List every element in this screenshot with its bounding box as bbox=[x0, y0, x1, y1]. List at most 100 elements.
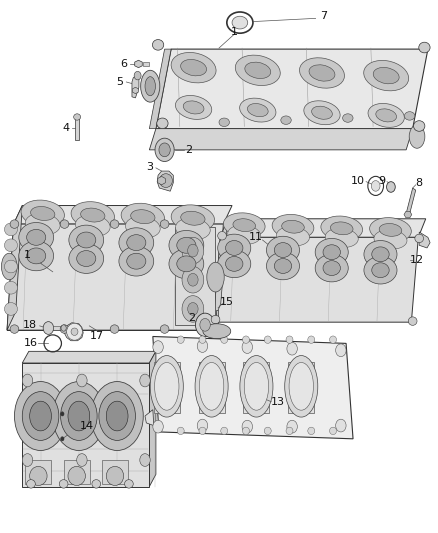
Ellipse shape bbox=[197, 419, 208, 432]
Ellipse shape bbox=[180, 60, 207, 76]
Ellipse shape bbox=[364, 256, 397, 284]
Ellipse shape bbox=[372, 263, 389, 278]
Ellipse shape bbox=[155, 138, 174, 161]
Ellipse shape bbox=[343, 114, 353, 122]
Ellipse shape bbox=[177, 256, 196, 272]
Ellipse shape bbox=[379, 223, 402, 236]
Ellipse shape bbox=[282, 220, 304, 233]
Ellipse shape bbox=[221, 336, 228, 343]
Ellipse shape bbox=[4, 223, 18, 236]
Ellipse shape bbox=[228, 225, 261, 244]
Ellipse shape bbox=[368, 103, 404, 127]
Polygon shape bbox=[135, 60, 142, 68]
Polygon shape bbox=[7, 206, 22, 330]
Ellipse shape bbox=[199, 336, 206, 343]
FancyBboxPatch shape bbox=[53, 326, 64, 329]
Ellipse shape bbox=[59, 480, 68, 488]
Ellipse shape bbox=[30, 466, 47, 486]
Ellipse shape bbox=[110, 220, 119, 228]
Text: 15: 15 bbox=[220, 297, 234, 307]
Ellipse shape bbox=[150, 356, 184, 417]
Ellipse shape bbox=[182, 296, 204, 322]
Ellipse shape bbox=[187, 273, 198, 286]
Ellipse shape bbox=[233, 219, 255, 231]
Text: 2: 2 bbox=[185, 145, 192, 155]
Ellipse shape bbox=[169, 230, 204, 260]
Text: 8: 8 bbox=[415, 177, 422, 188]
Ellipse shape bbox=[329, 427, 336, 434]
Ellipse shape bbox=[323, 261, 340, 276]
Ellipse shape bbox=[374, 230, 407, 249]
Ellipse shape bbox=[373, 68, 399, 84]
Ellipse shape bbox=[264, 336, 271, 343]
Ellipse shape bbox=[4, 260, 18, 273]
Ellipse shape bbox=[415, 234, 424, 243]
Ellipse shape bbox=[43, 321, 53, 334]
Ellipse shape bbox=[364, 60, 409, 91]
Ellipse shape bbox=[69, 225, 104, 255]
Polygon shape bbox=[220, 219, 426, 237]
Ellipse shape bbox=[171, 205, 215, 232]
Ellipse shape bbox=[127, 253, 146, 269]
Ellipse shape bbox=[242, 420, 253, 433]
Ellipse shape bbox=[106, 401, 128, 431]
Ellipse shape bbox=[336, 344, 346, 357]
Ellipse shape bbox=[30, 401, 51, 431]
Ellipse shape bbox=[408, 317, 417, 325]
Polygon shape bbox=[156, 49, 428, 128]
Ellipse shape bbox=[315, 238, 348, 266]
Ellipse shape bbox=[71, 201, 114, 229]
Ellipse shape bbox=[19, 241, 53, 271]
Ellipse shape bbox=[182, 266, 204, 293]
Ellipse shape bbox=[181, 211, 205, 225]
Ellipse shape bbox=[77, 251, 96, 266]
Ellipse shape bbox=[197, 340, 208, 352]
Ellipse shape bbox=[124, 480, 133, 488]
Ellipse shape bbox=[329, 336, 336, 343]
Text: 16: 16 bbox=[24, 338, 38, 349]
Ellipse shape bbox=[119, 228, 154, 257]
Ellipse shape bbox=[235, 55, 280, 85]
Ellipse shape bbox=[121, 203, 165, 230]
Ellipse shape bbox=[308, 336, 315, 343]
Ellipse shape bbox=[218, 234, 251, 262]
Ellipse shape bbox=[25, 213, 60, 235]
Ellipse shape bbox=[77, 374, 87, 387]
Ellipse shape bbox=[159, 174, 173, 188]
Text: 6: 6 bbox=[120, 59, 127, 69]
Ellipse shape bbox=[387, 182, 395, 192]
Text: 1: 1 bbox=[24, 250, 31, 260]
Ellipse shape bbox=[226, 240, 243, 255]
Ellipse shape bbox=[171, 52, 216, 83]
Ellipse shape bbox=[75, 215, 110, 237]
Ellipse shape bbox=[69, 244, 104, 273]
Ellipse shape bbox=[153, 341, 163, 353]
Ellipse shape bbox=[61, 325, 66, 331]
Text: 7: 7 bbox=[320, 11, 327, 21]
Polygon shape bbox=[213, 237, 418, 322]
Ellipse shape bbox=[71, 328, 78, 335]
Ellipse shape bbox=[371, 181, 380, 191]
Ellipse shape bbox=[91, 382, 143, 450]
FancyBboxPatch shape bbox=[288, 362, 314, 413]
Ellipse shape bbox=[4, 281, 18, 294]
Ellipse shape bbox=[247, 103, 268, 117]
Polygon shape bbox=[157, 171, 173, 191]
Ellipse shape bbox=[183, 101, 204, 114]
Ellipse shape bbox=[266, 252, 300, 280]
Ellipse shape bbox=[22, 454, 33, 466]
Ellipse shape bbox=[289, 362, 314, 410]
Ellipse shape bbox=[287, 420, 297, 433]
Polygon shape bbox=[22, 363, 149, 487]
Ellipse shape bbox=[413, 120, 425, 131]
Polygon shape bbox=[419, 232, 430, 248]
Polygon shape bbox=[149, 351, 156, 487]
Ellipse shape bbox=[243, 336, 250, 343]
Ellipse shape bbox=[81, 208, 105, 222]
Ellipse shape bbox=[242, 341, 253, 353]
Ellipse shape bbox=[203, 324, 231, 338]
Ellipse shape bbox=[364, 240, 397, 268]
Polygon shape bbox=[64, 322, 83, 341]
Ellipse shape bbox=[311, 106, 332, 119]
Ellipse shape bbox=[272, 214, 314, 239]
